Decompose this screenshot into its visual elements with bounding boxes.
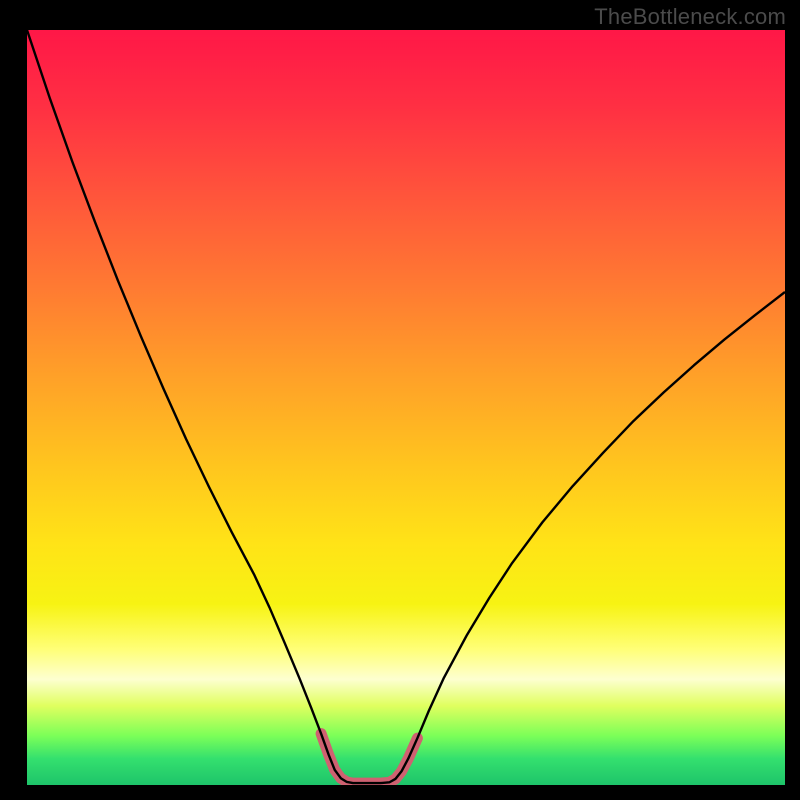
valley-highlight: [321, 734, 417, 783]
watermark-text: TheBottleneck.com: [594, 4, 786, 30]
plot-area: [27, 30, 785, 785]
chart-svg: [27, 30, 785, 785]
bottleneck-curve: [27, 30, 785, 783]
